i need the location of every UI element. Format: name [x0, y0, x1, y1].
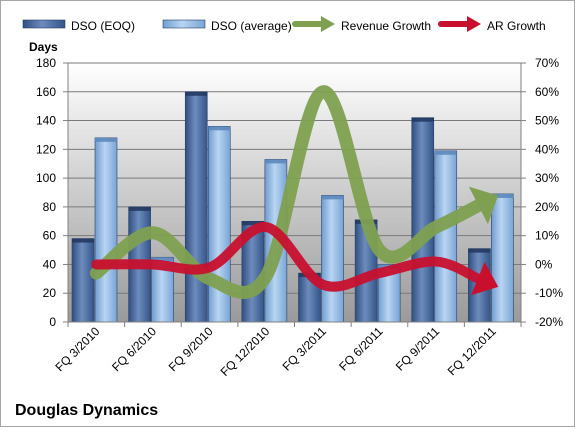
y-tick-label: 40 — [43, 257, 57, 271]
x-tick-label: FQ 6/2011 — [336, 324, 386, 374]
y-tick-label: 160 — [36, 85, 56, 99]
y2-tick-label: 20% — [535, 200, 559, 214]
y-tick-label: 60 — [43, 229, 57, 243]
legend-label: AR Growth — [487, 19, 546, 33]
bar-cap — [434, 150, 457, 155]
y2-tick-label: -20% — [535, 315, 563, 329]
revenue-growth-arrowhead — [468, 186, 499, 225]
bar-cap — [321, 195, 344, 200]
y-tick-label: 120 — [36, 142, 56, 156]
revenue-growth-line — [89, 85, 485, 299]
y-tick-label: 180 — [36, 56, 56, 70]
y2-tick-label: 60% — [535, 85, 559, 99]
legend-label: DSO (EOQ) — [71, 19, 135, 33]
legend-label: DSO (average) — [211, 19, 292, 33]
bar-cap — [241, 221, 264, 226]
ar-growth-arrowhead — [471, 261, 499, 296]
x-tick-label: FQ 3/2011 — [280, 324, 330, 374]
y2-tick-label: 0% — [535, 257, 553, 271]
bar-dso-average — [321, 195, 344, 323]
bar-dso-average — [94, 137, 118, 323]
legend: DSO (EOQ) DSO (average) Revenue Growth AR G… — [22, 16, 546, 33]
legend-swatch-dso-eoq — [22, 19, 66, 29]
y2-tick-label: 10% — [535, 229, 559, 243]
bars — [71, 91, 514, 323]
x-tick-label: FQ 6/2010 — [109, 324, 159, 374]
y2-tick-label: 70% — [535, 56, 559, 70]
bar-cap — [264, 159, 287, 164]
x-tick-label: FQ 9/2011 — [393, 324, 443, 374]
bar-dso-eoq — [184, 91, 208, 323]
y-tick-label: 20 — [43, 286, 57, 300]
bar-cap — [468, 248, 491, 253]
y-tick-label: 100 — [36, 171, 56, 185]
growth-lines — [89, 85, 499, 299]
bar-cap — [128, 206, 151, 211]
bar-dso-eoq — [71, 238, 95, 323]
legend-label: Revenue Growth — [341, 19, 431, 33]
left-axis-ticks: 0 20 40 60 80 100 120 140 160 180 — [36, 56, 68, 329]
y-tick-label: 0 — [49, 315, 56, 329]
chart-title: Douglas Dynamics — [15, 402, 158, 419]
y2-tick-label: -10% — [535, 286, 563, 300]
bar-dso-eoq — [411, 117, 435, 323]
y-axis-title: Days — [29, 40, 58, 54]
bar-cap — [95, 137, 117, 142]
y-tick-label: 80 — [43, 200, 57, 214]
category-axis-ticks: FQ 3/2010 FQ 6/2010 FQ 9/2010 FQ 12/2010 FQ … — [52, 322, 522, 379]
y2-tick-label: 40% — [535, 142, 559, 156]
bar-cap — [491, 193, 514, 198]
legend-arrow-ar-growth — [467, 16, 481, 32]
bar-cap — [208, 126, 231, 131]
y2-tick-label: 50% — [535, 114, 559, 128]
bar-dso-average — [434, 150, 458, 323]
right-axis-ticks: -20% -10% 0% 10% 20% 30% 40% 50% 60% 70% — [521, 56, 563, 329]
bar-cap — [411, 117, 434, 122]
x-tick-label: FQ 12/2011 — [445, 324, 499, 378]
y-tick-label: 140 — [36, 114, 56, 128]
bar-cap — [151, 257, 174, 262]
x-tick-label: FQ 9/2010 — [166, 324, 216, 374]
bar-dso-average — [491, 193, 514, 323]
bar-cap — [185, 91, 208, 96]
bar-cap — [72, 238, 94, 243]
legend-swatch-dso-average — [162, 19, 206, 29]
x-tick-label: FQ 12/2010 — [218, 324, 273, 379]
x-tick-label: FQ 3/2010 — [52, 324, 102, 374]
legend-arrow-revenue-growth — [321, 16, 335, 32]
y2-tick-label: 30% — [535, 171, 559, 185]
ar-growth-line — [91, 222, 483, 292]
